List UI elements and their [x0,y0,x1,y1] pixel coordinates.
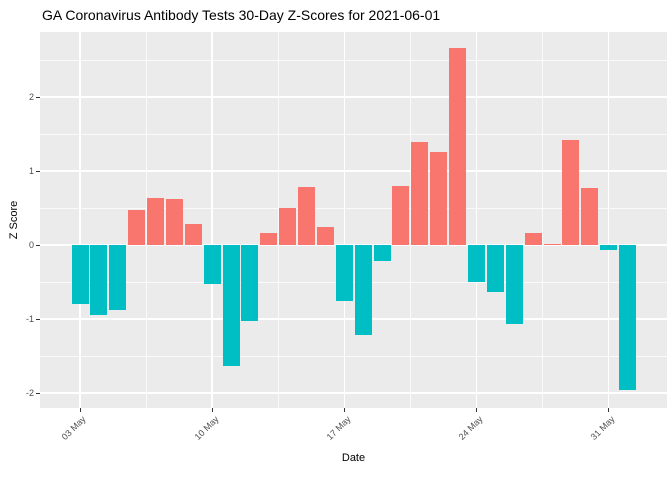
plot-panel [40,32,667,408]
bar [467,245,485,283]
bar [184,223,202,246]
x-axis-title: Date [341,452,366,464]
x-tick-mark [211,408,213,412]
chart-title: GA Coronavirus Antibody Tests 30-Day Z-S… [42,7,441,23]
gridline-minor-v [145,32,147,408]
x-tick-label: 03 May [60,414,89,442]
x-tick-label: 17 May [324,414,353,442]
bar [109,245,127,310]
bar [581,188,599,246]
bar [222,245,240,366]
gridline-major-v [475,32,478,408]
bar [524,232,542,246]
x-tick-label: 31 May [588,414,617,442]
gridline-major-h [40,244,667,246]
y-tick-mark [36,96,40,98]
bar [354,245,372,336]
bar [203,245,221,284]
y-tick-mark [36,318,40,320]
x-tick-mark [608,408,610,412]
gridline-major-v [211,32,213,408]
gridline-minor-v [542,32,544,408]
bar [562,140,580,246]
bar [430,151,448,246]
y-tick-label: -1 [25,313,34,324]
y-tick-label: -2 [25,387,34,398]
bar [90,245,108,315]
bar [260,232,278,246]
bar [335,245,353,302]
x-tick-label: 24 May [456,414,485,442]
bar [373,245,391,261]
y-tick-label: 0 [28,239,34,250]
bar [411,141,429,246]
y-axis-title: Z Score [8,200,20,240]
bar [298,187,316,246]
y-tick-mark [36,244,40,246]
gridline-major-h [40,318,667,320]
y-tick-label: 1 [28,165,34,176]
x-tick-mark [343,408,345,412]
gridline-minor-v [277,32,279,408]
gridline-major-v [343,32,346,408]
bar [392,185,410,246]
y-tick-mark [36,170,40,172]
gridline-major-v [607,32,610,408]
bar [486,245,504,292]
bar [543,243,561,246]
x-tick-label: 10 May [192,414,221,442]
gridline-minor-h [40,207,667,209]
bar [128,209,146,246]
bar [147,197,165,246]
gridline-major-h [40,96,667,98]
bar [505,245,523,325]
y-tick-label: 2 [28,91,34,102]
x-tick-mark [475,408,477,412]
bar [71,245,89,304]
bar [165,199,183,246]
gridline-major-h [40,170,667,172]
gridline-minor-h [40,59,667,61]
bar [619,245,637,391]
x-tick-mark [79,408,81,412]
gridline-minor-h [40,281,667,283]
y-tick-mark [36,392,40,394]
bar [241,245,259,321]
gridline-major-v [79,32,81,408]
gridline-minor-h [40,355,667,357]
bar [316,227,334,246]
bar [279,208,297,246]
gridline-minor-h [40,133,667,135]
bar [600,245,618,250]
gridline-minor-v [409,32,411,408]
gridline-major-h [40,392,667,394]
bar [449,48,467,246]
